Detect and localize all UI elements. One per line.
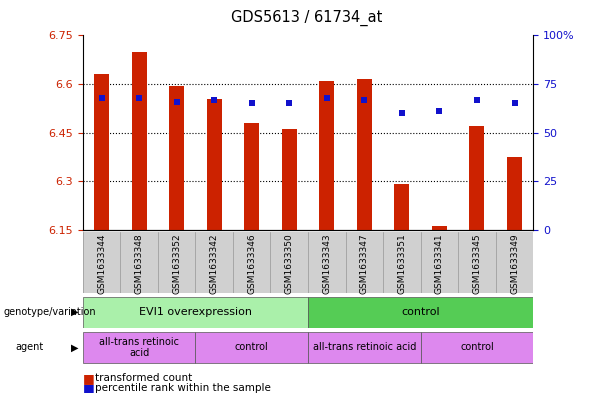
Bar xyxy=(394,184,409,230)
Text: ▶: ▶ xyxy=(71,342,78,353)
Bar xyxy=(244,123,259,230)
Bar xyxy=(169,86,184,230)
Bar xyxy=(308,332,421,363)
Text: EVI1 overexpression: EVI1 overexpression xyxy=(139,307,252,317)
Text: agent: agent xyxy=(15,342,44,353)
Bar xyxy=(132,51,147,230)
Text: GSM1633349: GSM1633349 xyxy=(510,234,519,294)
Bar xyxy=(282,129,297,230)
Bar xyxy=(357,79,372,230)
Bar xyxy=(383,232,421,293)
Text: control: control xyxy=(460,342,494,353)
Bar xyxy=(83,332,196,363)
Bar xyxy=(207,99,222,230)
Bar xyxy=(196,332,308,363)
Text: GSM1633341: GSM1633341 xyxy=(435,234,444,294)
Text: GSM1633345: GSM1633345 xyxy=(473,234,481,294)
Text: ▶: ▶ xyxy=(71,307,78,317)
Bar xyxy=(196,232,233,293)
Text: GSM1633343: GSM1633343 xyxy=(322,234,331,294)
Bar xyxy=(507,157,522,230)
Text: all-trans retinoic acid: all-trans retinoic acid xyxy=(313,342,416,353)
Bar xyxy=(270,232,308,293)
Text: GSM1633350: GSM1633350 xyxy=(285,234,294,294)
Bar xyxy=(308,297,533,327)
Bar xyxy=(308,232,346,293)
Bar xyxy=(432,226,447,230)
Text: GDS5613 / 61734_at: GDS5613 / 61734_at xyxy=(231,10,382,26)
Bar xyxy=(496,232,533,293)
Text: all-trans retinoic
acid: all-trans retinoic acid xyxy=(99,337,179,358)
Text: control: control xyxy=(402,307,440,317)
Bar xyxy=(421,232,458,293)
Text: ■: ■ xyxy=(83,371,94,385)
Text: transformed count: transformed count xyxy=(95,373,192,383)
Text: GSM1633346: GSM1633346 xyxy=(247,234,256,294)
Text: ■: ■ xyxy=(83,382,94,393)
Bar xyxy=(458,232,496,293)
Text: percentile rank within the sample: percentile rank within the sample xyxy=(95,383,271,393)
Text: GSM1633344: GSM1633344 xyxy=(97,234,106,294)
Text: GSM1633347: GSM1633347 xyxy=(360,234,369,294)
Text: GSM1633352: GSM1633352 xyxy=(172,234,181,294)
Bar xyxy=(233,232,270,293)
Bar xyxy=(158,232,196,293)
Bar xyxy=(319,81,334,230)
Bar xyxy=(83,232,120,293)
Bar xyxy=(83,297,308,327)
Bar xyxy=(94,74,109,230)
Bar xyxy=(120,232,158,293)
Text: genotype/variation: genotype/variation xyxy=(3,307,96,317)
Bar xyxy=(470,126,484,230)
Text: GSM1633342: GSM1633342 xyxy=(210,234,219,294)
Text: GSM1633348: GSM1633348 xyxy=(135,234,143,294)
Text: control: control xyxy=(235,342,268,353)
Bar xyxy=(421,332,533,363)
Bar xyxy=(346,232,383,293)
Text: GSM1633351: GSM1633351 xyxy=(397,234,406,294)
